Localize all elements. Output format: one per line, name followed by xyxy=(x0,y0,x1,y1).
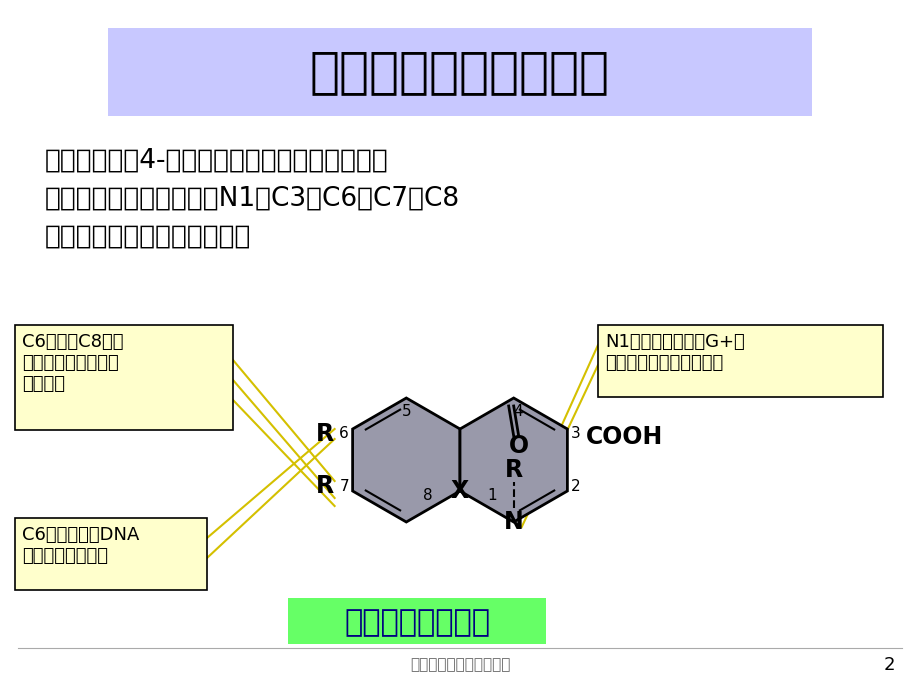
Text: 2: 2 xyxy=(882,656,894,674)
Text: 1: 1 xyxy=(486,488,496,503)
Text: 喹诺酮类是以4-喹诺酮（或称为吡酮酸）为基本: 喹诺酮类是以4-喹诺酮（或称为吡酮酸）为基本 xyxy=(45,148,389,174)
Text: N1引入环丙基，对G+、
衣原体、支原体作用增强: N1引入环丙基，对G+、 衣原体、支原体作用增强 xyxy=(605,333,744,372)
Text: 2: 2 xyxy=(571,480,580,494)
Text: 人工合成抗菌药专业知识: 人工合成抗菌药专业知识 xyxy=(409,658,510,673)
Text: 6: 6 xyxy=(339,426,348,441)
Text: C6脱氟、C8引入
二氟甲基抗菌谱扩大
毒性更低: C6脱氟、C8引入 二氟甲基抗菌谱扩大 毒性更低 xyxy=(22,333,123,393)
Text: 8: 8 xyxy=(423,488,433,503)
Text: N: N xyxy=(504,510,523,534)
FancyBboxPatch shape xyxy=(15,518,207,590)
Text: R: R xyxy=(315,474,334,498)
Polygon shape xyxy=(352,398,460,522)
Text: 7: 7 xyxy=(339,480,348,494)
Text: 3: 3 xyxy=(571,426,580,441)
Text: 喹诺酮类基本结构: 喹诺酮类基本结构 xyxy=(344,609,490,638)
Text: R: R xyxy=(315,422,334,446)
FancyBboxPatch shape xyxy=(597,325,882,397)
FancyBboxPatch shape xyxy=(288,598,545,644)
Text: R: R xyxy=(505,458,522,482)
Text: COOH: COOH xyxy=(584,425,662,449)
Polygon shape xyxy=(460,398,567,522)
Text: 一、喹诺酮类药物概述: 一、喹诺酮类药物概述 xyxy=(310,48,609,96)
Text: X: X xyxy=(450,479,469,503)
Text: 引入不同基团可形成不同药物: 引入不同基团可形成不同药物 xyxy=(45,224,251,250)
FancyBboxPatch shape xyxy=(108,28,811,116)
Text: 结构的人工合成药物，在N1、C3、C6、C7、C8: 结构的人工合成药物，在N1、C3、C6、C7、C8 xyxy=(45,186,460,212)
FancyBboxPatch shape xyxy=(15,325,233,430)
Text: 4: 4 xyxy=(513,404,522,420)
Text: 5: 5 xyxy=(401,404,411,420)
Text: O: O xyxy=(508,434,528,458)
Text: C6引入氟，与DNA
回旋酶亲和力提高: C6引入氟，与DNA 回旋酶亲和力提高 xyxy=(22,526,139,565)
